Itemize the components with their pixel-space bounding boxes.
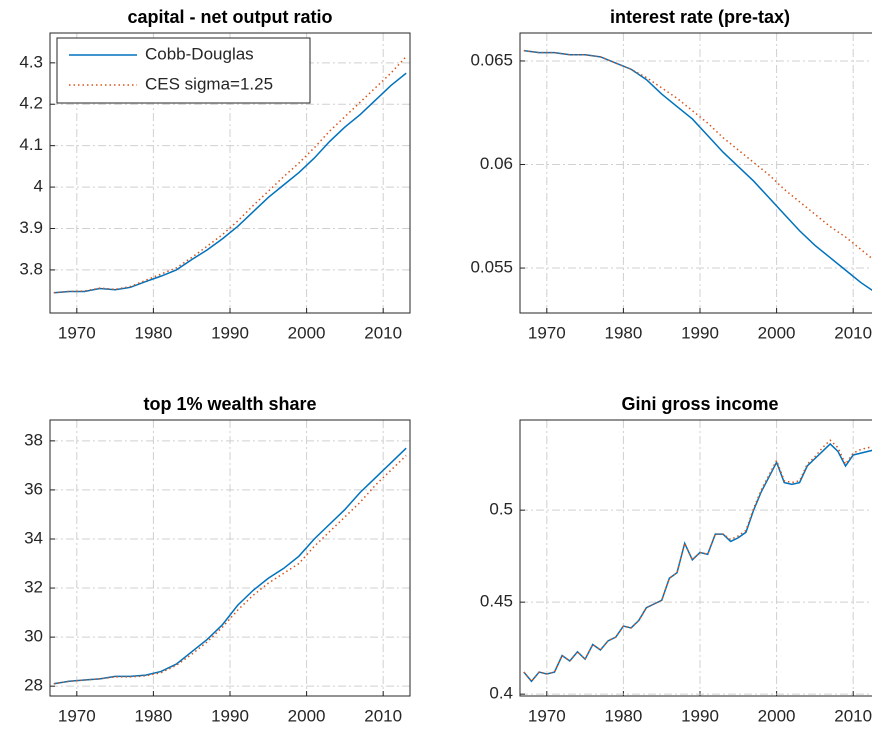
- y-tick-label: 34: [24, 528, 43, 547]
- y-tick-label: 38: [24, 430, 43, 449]
- x-tick-label: 1990: [211, 323, 249, 342]
- x-tick-label: 1970: [58, 323, 96, 342]
- x-tick-label: 1970: [58, 706, 96, 725]
- x-tick-label: 2000: [288, 323, 326, 342]
- x-tick-label: 1990: [681, 323, 719, 342]
- series-line: [53, 455, 407, 685]
- plot-area: [520, 33, 872, 313]
- legend-box: [56, 37, 311, 104]
- x-tick-label: 1980: [134, 706, 172, 725]
- y-tick-label: 4: [34, 177, 43, 196]
- x-tick-label: 2010: [834, 323, 872, 342]
- y-tick-label: 4.2: [19, 94, 43, 113]
- y-tick-label: 36: [24, 479, 43, 498]
- y-tick-label: 3.9: [19, 218, 43, 237]
- y-tick-label: 0.06: [480, 154, 513, 173]
- x-tick-label: 2010: [834, 706, 872, 725]
- y-tick-label: 0.055: [470, 258, 513, 277]
- x-tick-label: 2010: [364, 323, 402, 342]
- plot-area: [50, 420, 410, 696]
- x-tick-label: 1990: [211, 706, 249, 725]
- y-tick-label: 32: [24, 578, 43, 597]
- chart-title: Gini gross income: [621, 394, 778, 414]
- chart-title: capital - net output ratio: [128, 7, 333, 27]
- axes-box: [519, 419, 872, 697]
- axes-box: [49, 419, 411, 697]
- axes: Gini gross income 1970 1980 1990 2000 2010 0.4…: [480, 394, 872, 725]
- axes-box: [49, 32, 411, 314]
- x-tick-label: 2000: [288, 706, 326, 725]
- x-tick-label: 1980: [604, 706, 642, 725]
- x-tick-label: 2000: [758, 323, 796, 342]
- x-tick-label: 1990: [681, 706, 719, 725]
- legend-label: Cobb-Douglas: [145, 44, 254, 63]
- chart-title: interest rate (pre-tax): [610, 7, 790, 27]
- y-tick-label: 0.45: [480, 592, 513, 611]
- axes: interest rate (pre-tax) 1970 1980 1990 2000 2…: [470, 7, 872, 342]
- chart-title: top 1% wealth share: [143, 394, 316, 414]
- y-tick-label: 28: [24, 676, 43, 695]
- x-tick-label: 1970: [528, 706, 566, 725]
- y-tick-label: 0.5: [489, 500, 513, 519]
- axes-box: [519, 32, 872, 314]
- plot-area: [520, 420, 872, 696]
- y-tick-label: 0.065: [470, 50, 513, 69]
- series-line: [53, 56, 407, 294]
- legend-label: CES sigma=1.25: [145, 74, 273, 93]
- axes: capital - net output ratio 1970 1980 1990 20…: [19, 7, 411, 342]
- series-line: [523, 49, 872, 260]
- y-tick-label: 0.4: [489, 684, 513, 703]
- y-tick-label: 4.3: [19, 52, 43, 71]
- x-tick-label: 1970: [528, 323, 566, 342]
- x-tick-label: 1980: [134, 323, 172, 342]
- x-tick-label: 1980: [604, 323, 642, 342]
- series-line: [523, 439, 872, 683]
- y-tick-label: 3.8: [19, 259, 43, 278]
- x-tick-label: 2000: [758, 706, 796, 725]
- axes: top 1% wealth share 1970 1980 1990 2000 2010 2…: [24, 394, 411, 725]
- y-tick-label: 30: [24, 627, 43, 646]
- y-tick-label: 4.1: [19, 135, 43, 154]
- x-tick-label: 2010: [364, 706, 402, 725]
